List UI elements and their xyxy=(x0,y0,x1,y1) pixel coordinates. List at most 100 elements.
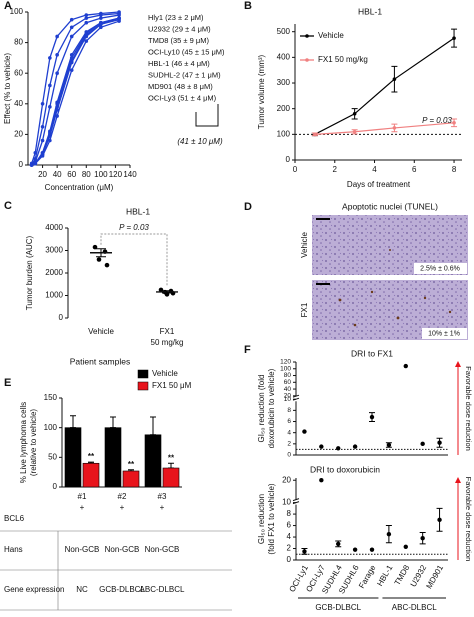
legend-label: FX1 50 μM xyxy=(152,381,192,390)
data-point xyxy=(40,138,45,143)
x-tick-label: Farage xyxy=(357,563,378,590)
y-tick-label: 200 xyxy=(277,104,291,113)
data-point xyxy=(369,414,375,420)
y-tick-label: 20 xyxy=(14,130,23,139)
y-tick-label: 40 xyxy=(14,99,23,108)
data-point xyxy=(29,163,34,167)
bar xyxy=(104,427,122,488)
y-tick-label: 50 xyxy=(48,452,57,461)
y-tick-label: 120 xyxy=(280,359,291,366)
x-tick-label: 60 xyxy=(67,170,76,179)
data-point xyxy=(55,34,59,39)
table-cell: Non-GCB xyxy=(65,545,100,554)
data-point xyxy=(352,547,358,552)
legend-label: Hly1 (23 ± 2 μM) xyxy=(148,13,204,22)
quantification: 2.5% ± 0.6% xyxy=(420,265,460,272)
table-cell: GCB-DLBCL xyxy=(99,585,145,594)
data-point xyxy=(69,17,74,22)
y-tick-label: 100 xyxy=(277,129,291,138)
data-point xyxy=(437,440,442,445)
data-point xyxy=(319,444,324,449)
panel-letter: A xyxy=(4,0,12,12)
legend-marker xyxy=(305,34,309,38)
y-tick-label: 100 xyxy=(280,365,291,372)
error-bar xyxy=(110,416,116,429)
data-point xyxy=(117,13,121,17)
panel-letter: E xyxy=(4,377,11,389)
x-tick-label: 120 xyxy=(109,170,123,179)
data-point xyxy=(48,83,52,88)
data-point xyxy=(302,549,307,554)
x-tick-label: #3 xyxy=(158,492,167,501)
data-point xyxy=(386,442,392,448)
data-point xyxy=(40,102,45,106)
data-point xyxy=(84,39,89,43)
data-point xyxy=(352,112,357,116)
x-tick-label: 4 xyxy=(372,165,377,174)
data-point xyxy=(40,124,45,129)
data-point xyxy=(437,517,442,523)
data-point xyxy=(352,444,358,449)
x-tick-label: 80 xyxy=(82,170,91,179)
legend-label: SUDHL-2 (47 ± 1 μM) xyxy=(148,70,221,79)
error-bar xyxy=(70,415,76,429)
data-point xyxy=(403,363,408,369)
side-label: Favorable dose reduction xyxy=(464,477,473,562)
legend-label: FX1 50 mg/kg xyxy=(318,55,368,64)
data-point xyxy=(48,138,52,143)
y-axis-label: doxorubicin to vehicle) xyxy=(267,368,276,448)
data-point xyxy=(55,108,59,112)
y-tick-label: 2000 xyxy=(45,268,63,277)
legend-label: Vehicle xyxy=(152,369,178,378)
x-tick-label: HBL-1 xyxy=(375,563,394,588)
data-point xyxy=(99,13,103,17)
significance-label: ** xyxy=(128,460,135,469)
legend-label: HBL-1 (46 ± 4 μM) xyxy=(148,59,210,68)
bar xyxy=(162,467,180,488)
data-point xyxy=(336,541,341,547)
x-tick-label: #2 xyxy=(118,492,127,501)
table-cell: + xyxy=(120,503,125,512)
data-point xyxy=(69,34,74,39)
data-point xyxy=(104,262,110,268)
x-tick-label: 100 xyxy=(94,170,108,179)
y-axis-label: Effect (% to vehicle) xyxy=(3,53,12,124)
x-tick-label: 6 xyxy=(412,165,417,174)
data-point xyxy=(420,441,425,447)
y-tick-label: 3000 xyxy=(45,246,63,255)
x-tick-label: 140 xyxy=(123,170,137,179)
legend-marker xyxy=(305,58,309,62)
data-point xyxy=(420,535,425,541)
data-point xyxy=(33,161,38,166)
table-cell: ABC-DLBCL xyxy=(140,585,185,594)
error-bar xyxy=(150,416,156,436)
y-tick-label: 80 xyxy=(14,38,23,47)
data-point xyxy=(84,34,89,39)
y-tick-label: 80 xyxy=(284,372,292,379)
y-tick-label: 60 xyxy=(14,68,23,77)
table-cell: + xyxy=(80,503,85,512)
x-axis-label: Days of treatment xyxy=(347,180,411,189)
y-axis-label: Tumor burden (AUC) xyxy=(25,235,34,310)
y-tick-label: 4 xyxy=(287,532,292,541)
bar xyxy=(64,427,82,488)
data-point xyxy=(319,478,324,483)
chart-title: DRI to doxorubicin xyxy=(310,464,380,474)
y-tick-label: 400 xyxy=(277,52,291,61)
legend-label: Vehicle xyxy=(318,31,344,40)
y-tick-label: 10 xyxy=(284,396,292,403)
y-tick-label: 100 xyxy=(10,7,24,16)
data-point xyxy=(313,132,317,137)
annotation: (41 ± 10 μM) xyxy=(177,137,223,146)
table-cell: Non-GCB xyxy=(145,545,180,554)
y-axis-label: % Live lymphoma cells xyxy=(19,402,28,483)
y-tick-label: 40 xyxy=(284,386,292,393)
y-tick-label: 0 xyxy=(287,555,292,564)
y-tick-label: 1000 xyxy=(45,291,63,300)
y-tick-label: 0 xyxy=(59,313,64,322)
data-point xyxy=(302,429,307,434)
y-tick-label: 2 xyxy=(287,441,291,448)
chart-title: HBL-1 xyxy=(358,6,382,16)
data-point xyxy=(48,56,52,60)
data-point xyxy=(117,19,121,23)
